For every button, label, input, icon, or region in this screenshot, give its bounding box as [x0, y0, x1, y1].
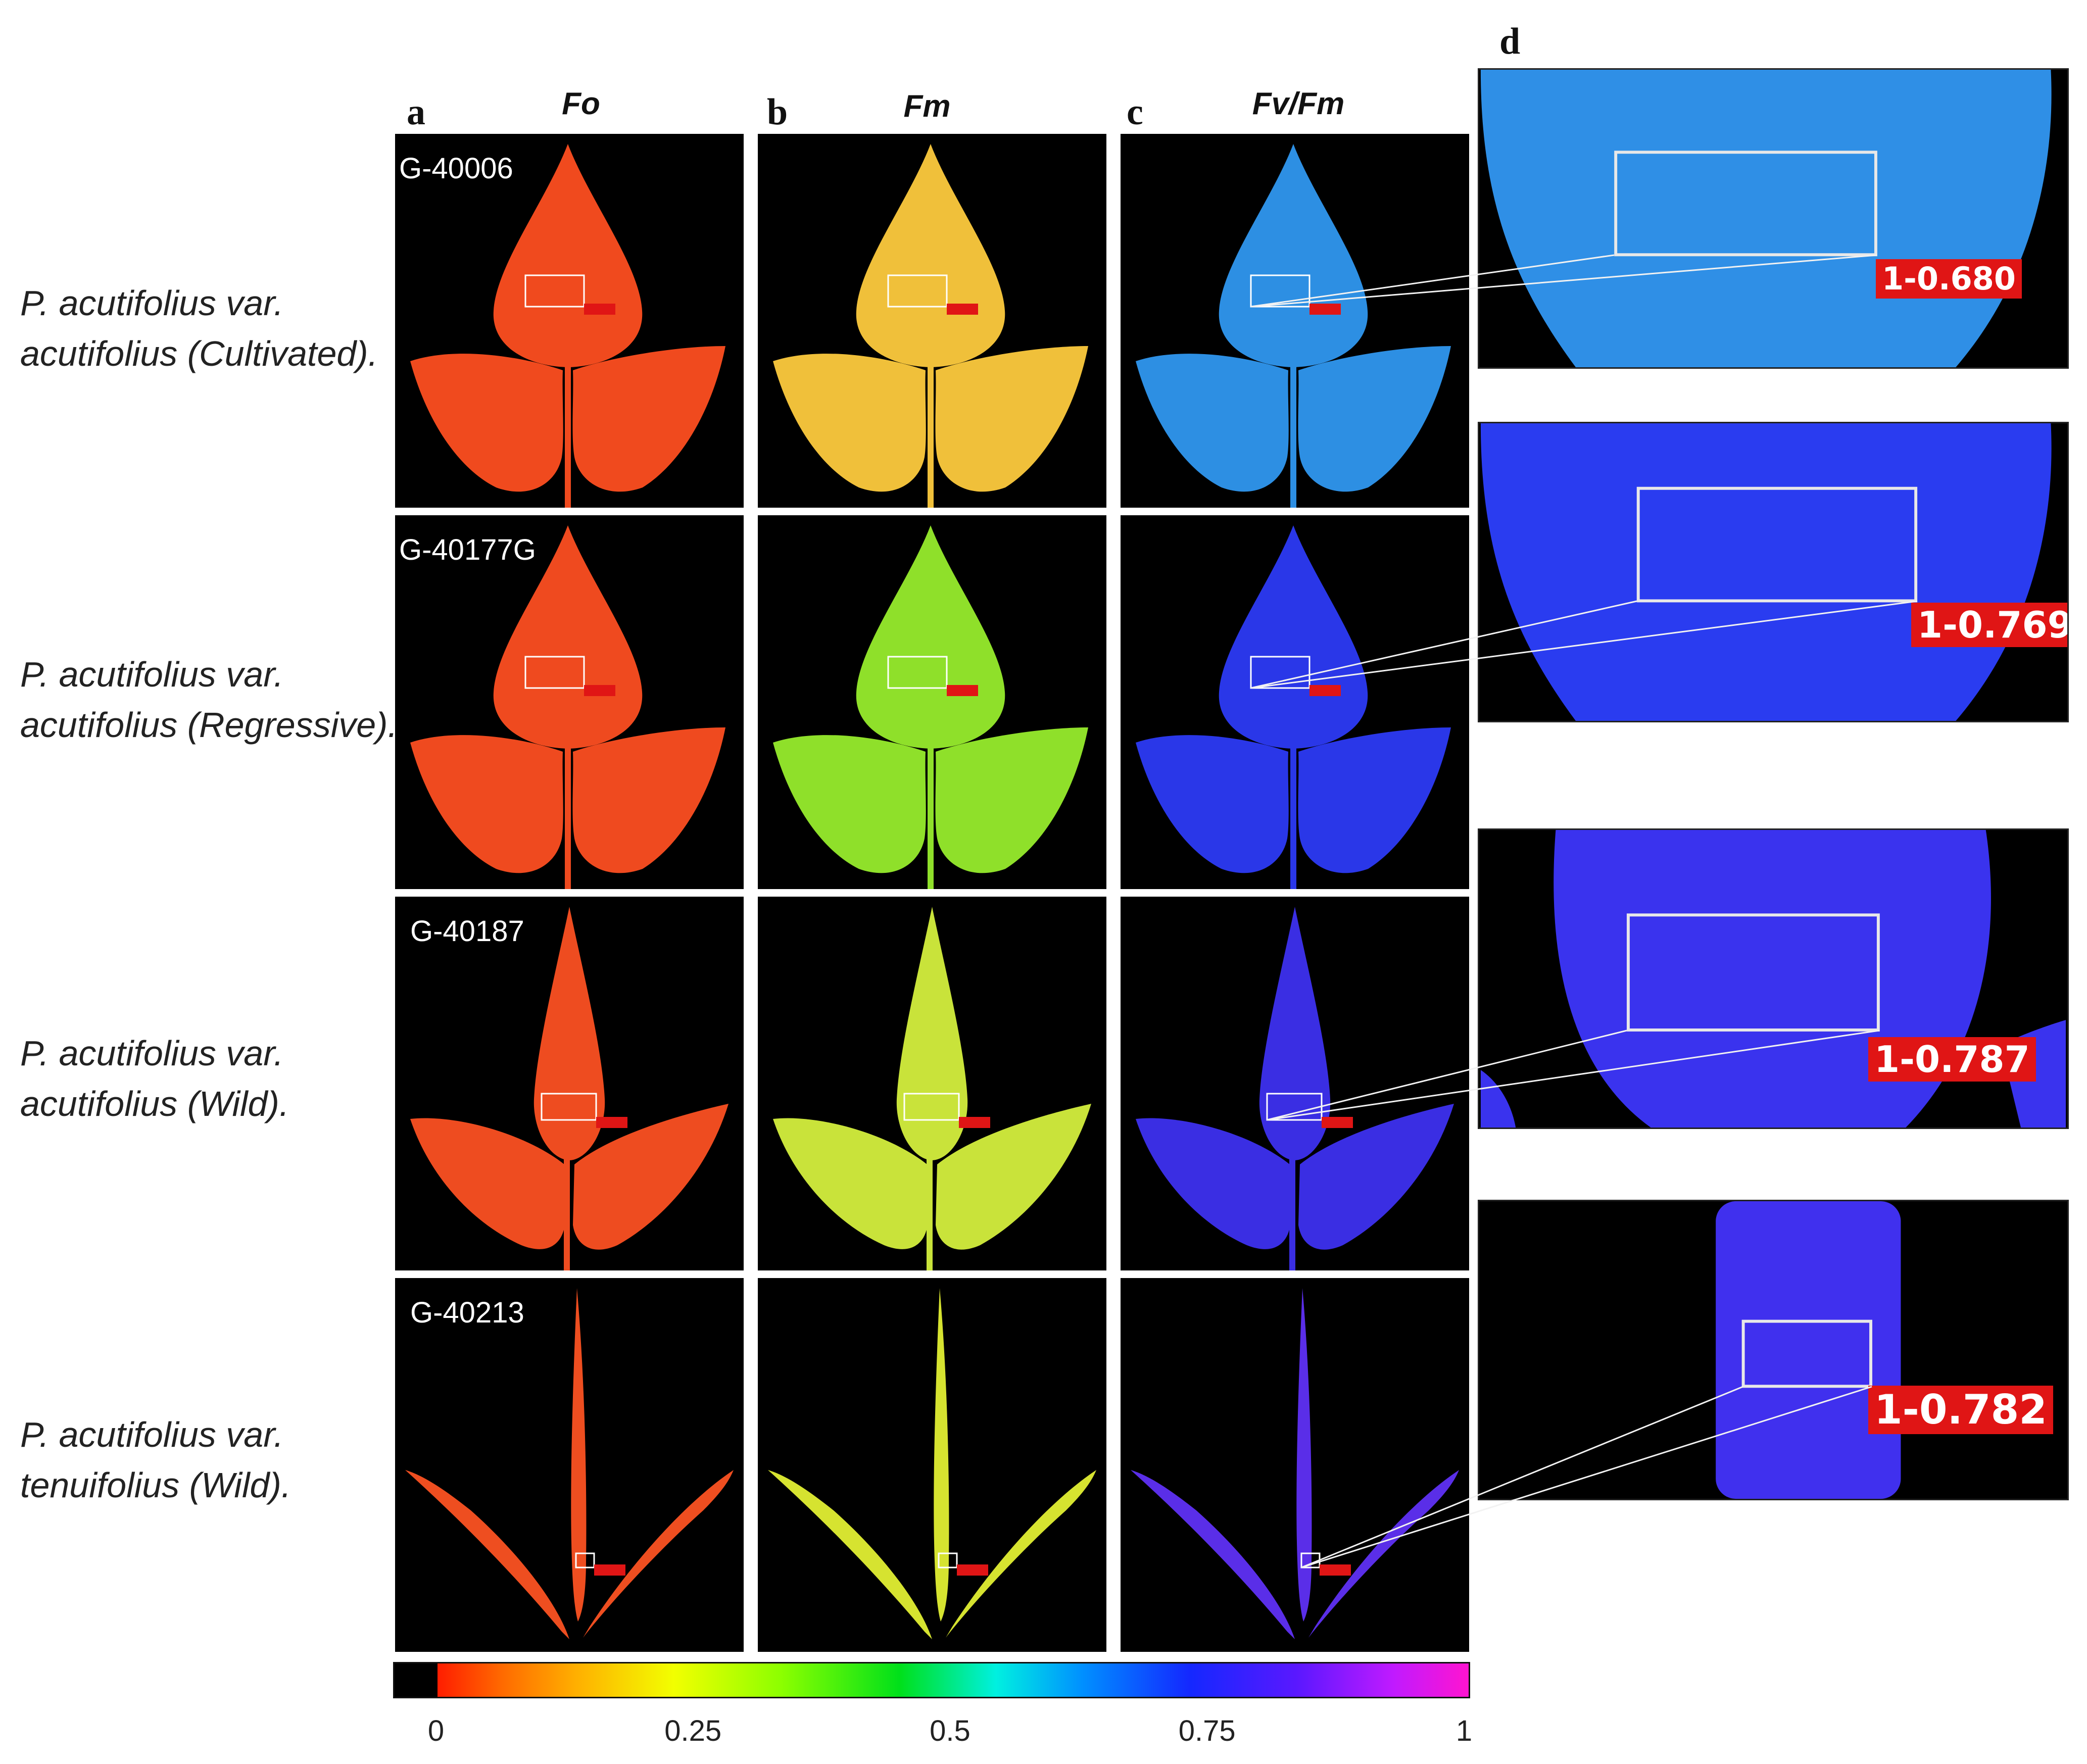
genotype-label: G-40006 [399, 152, 513, 185]
column-title-fo: Fo [562, 86, 600, 121]
roi-box [887, 274, 948, 308]
leaf-image-fm-row-3 [758, 897, 1106, 1270]
leaf-image-fvfm-row-4 [1121, 1278, 1469, 1652]
colorbar [393, 1662, 1470, 1698]
roi-value-tag [584, 304, 615, 315]
genotype-label: G-40213 [410, 1296, 524, 1329]
colorbar-tick-label: 1 [1455, 1714, 1473, 1747]
roi-value-tag [584, 685, 615, 696]
roi-value-tag [1322, 1117, 1353, 1128]
leaf-image-fvfm-row-2 [1121, 515, 1469, 889]
roi-box [541, 1093, 597, 1121]
roi-box [524, 274, 585, 308]
column-title-fvfm: Fv/Fm [1252, 86, 1345, 121]
panel-letter-a: a [407, 91, 425, 133]
roi-value-tag [1309, 685, 1341, 696]
colorbar-tick-label: 0.25 [664, 1714, 722, 1747]
roi-value-tag [596, 1117, 627, 1128]
zoom-panel-row-3: 1-0.787 [1478, 828, 2069, 1129]
leaf-image-fm-row-1 [758, 134, 1106, 508]
roi-value-tag [1320, 1564, 1351, 1576]
roi-value-tag [947, 685, 978, 696]
roi-box [524, 656, 585, 689]
leaf-image-fo-row-2: G-40177G [395, 515, 744, 889]
roi-box [887, 656, 948, 689]
row-label-3: P. acutifolius var. acutifolius (Wild). [20, 1034, 289, 1123]
roi-box [575, 1552, 595, 1569]
panel-letter-d: d [1499, 21, 1521, 62]
genotype-label: G-40187 [410, 915, 524, 948]
fvfm-value-label: 1-0.782 [1868, 1386, 2053, 1434]
zoom-panel-row-1: 1-0.680 [1478, 68, 2069, 369]
leaf-image-fvfm-row-1 [1121, 134, 1469, 508]
roi-value-tag [1309, 304, 1341, 315]
roi-box [938, 1552, 958, 1569]
zoom-panel-row-2: 1-0.769 [1478, 422, 2069, 722]
roi-value-tag [957, 1564, 988, 1576]
roi-value-tag [947, 304, 978, 315]
column-title-fm: Fm [903, 89, 951, 124]
row-label-4: P. acutifolius var. tenuifolius (Wild). [20, 1415, 292, 1505]
fvfm-value-label: 1-0.769 [1911, 603, 2067, 647]
colorbar-tick-label: 0 [427, 1714, 445, 1747]
leaf-image-fm-row-4 [758, 1278, 1106, 1652]
panel-letter-c: c [1127, 91, 1143, 133]
fvfm-value-label: 1-0.787 [1868, 1037, 2036, 1082]
leaf-image-fo-row-3: G-40187 [395, 897, 744, 1270]
leaf-image-fm-row-2 [758, 515, 1106, 889]
leaf-image-fo-row-4: G-40213 [395, 1278, 744, 1652]
roi-value-tag [959, 1117, 990, 1128]
leaf-image-fvfm-row-3 [1121, 897, 1469, 1270]
colorbar-tick-label: 0.5 [930, 1714, 970, 1747]
row-label-1: P. acutifolius var. acutifolius (Cultivat… [20, 283, 378, 373]
colorbar-tick-label: 0.75 [1178, 1714, 1236, 1747]
leaf-image-fo-row-1: G-40006 [395, 134, 744, 508]
fvfm-value-label: 1-0.680 [1876, 259, 2022, 299]
panel-letter-b: b [767, 91, 788, 133]
row-label-2: P. acutifolius var. acutifolius (Regressi… [20, 655, 398, 745]
genotype-label: G-40177G [399, 533, 536, 566]
zoom-panel-row-4: 1-0.782 [1478, 1200, 2069, 1500]
roi-box [903, 1093, 960, 1121]
roi-value-tag [594, 1564, 625, 1576]
